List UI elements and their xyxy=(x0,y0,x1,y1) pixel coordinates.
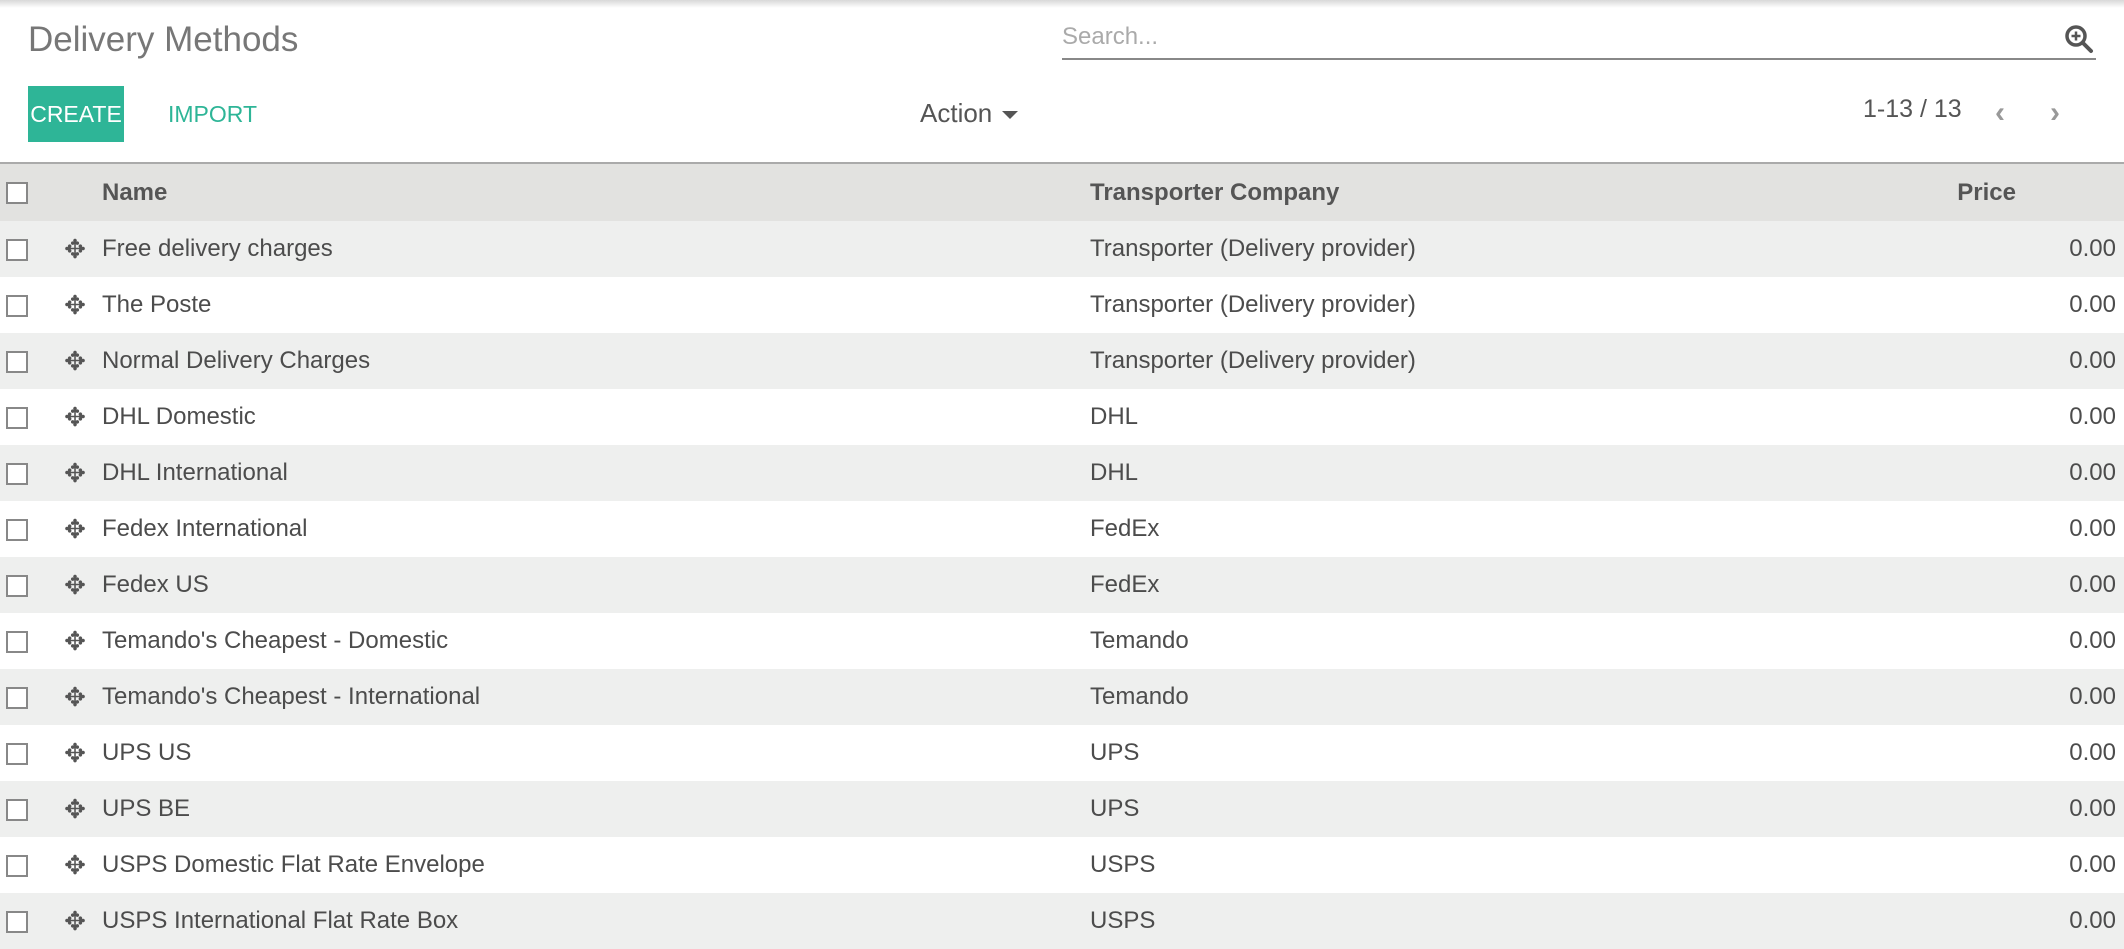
cell-name: The Poste xyxy=(102,291,212,318)
cell-company: FedEx xyxy=(1090,515,1160,542)
delivery-methods-table: Name Transporter Company Price ✥ Free de… xyxy=(0,162,2124,949)
row-checkbox[interactable] xyxy=(6,238,28,261)
table-row[interactable]: ✥ Fedex US FedEx 0.00 xyxy=(0,557,2124,613)
row-checkbox[interactable] xyxy=(6,686,28,709)
table-row[interactable]: ✥ Free delivery charges Transporter (Del… xyxy=(0,221,2124,277)
cell-price: 0.00 xyxy=(1774,333,2124,389)
action-label: Action xyxy=(920,98,993,128)
action-dropdown[interactable]: Action xyxy=(920,98,1019,129)
drag-handle-icon[interactable]: ✥ xyxy=(64,849,86,880)
cell-company: DHL xyxy=(1090,445,1775,501)
cell-company: UPS xyxy=(1090,739,1140,766)
page-title: Delivery Methods xyxy=(28,20,299,59)
cell-price: 0.00 xyxy=(1774,557,2124,613)
table-row[interactable]: ✥ USPS Domestic Flat Rate Envelope USPS … xyxy=(0,837,2124,893)
caret-down-icon xyxy=(1002,111,1019,120)
table-row[interactable]: ✥ Fedex International FedEx 0.00 xyxy=(0,501,2124,557)
cell-price: 0.00 xyxy=(2069,851,2116,878)
cell-price: 0.00 xyxy=(1774,445,2124,501)
row-checkbox[interactable] xyxy=(6,350,28,373)
cell-price: 0.00 xyxy=(2069,627,2116,654)
row-checkbox[interactable] xyxy=(6,406,28,429)
table-row[interactable]: ✥ DHL International DHL 0.00 xyxy=(0,445,2124,501)
row-checkbox[interactable] xyxy=(6,574,28,597)
cell-company: Temando xyxy=(1090,669,1775,725)
cell-name: DHL Domestic xyxy=(102,403,256,430)
drag-handle-icon[interactable]: ✥ xyxy=(48,893,102,949)
cell-price: 0.00 xyxy=(2069,403,2116,430)
drag-handle-icon[interactable]: ✥ xyxy=(48,221,102,277)
cell-name: Temando's Cheapest - International xyxy=(102,669,1090,725)
top-shadow xyxy=(0,0,2124,8)
row-checkbox[interactable] xyxy=(6,854,28,877)
cell-company: Temando xyxy=(1090,627,1189,654)
cell-company: FedEx xyxy=(1090,557,1775,613)
cell-company: USPS xyxy=(1090,893,1775,949)
cell-company: UPS xyxy=(1090,781,1775,837)
table-row[interactable]: ✥ Temando's Cheapest - International Tem… xyxy=(0,669,2124,725)
cell-name: Fedex US xyxy=(102,557,1090,613)
cell-company: DHL xyxy=(1090,403,1139,430)
cell-name: UPS US xyxy=(102,739,192,766)
search-bar xyxy=(1062,18,2096,60)
table-row[interactable]: ✥ UPS BE UPS 0.00 xyxy=(0,781,2124,837)
table-row[interactable]: ✥ UPS US UPS 0.00 xyxy=(0,725,2124,781)
table-row[interactable]: ✥ Normal Delivery Charges Transporter (D… xyxy=(0,333,2124,389)
row-checkbox[interactable] xyxy=(6,630,28,653)
header-company[interactable]: Transporter Company xyxy=(1090,163,1775,221)
header-name[interactable]: Name xyxy=(102,163,1090,221)
cell-price: 0.00 xyxy=(1774,669,2124,725)
cell-price: 0.00 xyxy=(2069,739,2116,766)
cell-name: Free delivery charges xyxy=(102,221,1090,277)
row-checkbox[interactable] xyxy=(6,294,28,317)
cell-price: 0.00 xyxy=(2069,291,2116,318)
cell-name: UPS BE xyxy=(102,781,1090,837)
cell-name: USPS International Flat Rate Box xyxy=(102,893,1090,949)
drag-handle-icon[interactable]: ✥ xyxy=(48,669,102,725)
row-checkbox[interactable] xyxy=(6,742,28,765)
cell-price: 0.00 xyxy=(1774,893,2124,949)
cell-name: Temando's Cheapest - Domestic xyxy=(102,627,449,654)
drag-handle-icon[interactable]: ✥ xyxy=(64,513,86,544)
cell-price: 0.00 xyxy=(1774,781,2124,837)
row-checkbox[interactable] xyxy=(6,462,28,485)
table-row[interactable]: ✥ DHL Domestic DHL 0.00 xyxy=(0,389,2124,445)
row-checkbox[interactable] xyxy=(6,910,28,933)
search-plus-icon[interactable] xyxy=(2064,24,2094,54)
create-button[interactable]: CREATE xyxy=(28,86,124,142)
cell-price: 0.00 xyxy=(2069,515,2116,542)
row-checkbox[interactable] xyxy=(6,798,28,821)
header-price[interactable]: Price xyxy=(1774,163,2124,221)
cell-name: DHL International xyxy=(102,445,1090,501)
drag-handle-icon[interactable]: ✥ xyxy=(48,557,102,613)
drag-handle-icon[interactable]: ✥ xyxy=(64,737,86,768)
cell-company: USPS xyxy=(1090,851,1156,878)
cell-name: Fedex International xyxy=(102,515,308,542)
select-all-checkbox[interactable] xyxy=(6,182,28,205)
pager-value: 1-13 / 13 xyxy=(1863,95,1962,123)
chevron-right-icon[interactable]: › xyxy=(2050,96,2060,129)
drag-handle-icon[interactable]: ✥ xyxy=(64,289,86,320)
drag-handle-icon[interactable]: ✥ xyxy=(64,625,86,656)
chevron-left-icon[interactable]: ‹ xyxy=(1995,96,2005,129)
cell-company: Transporter (Delivery provider) xyxy=(1090,333,1775,389)
import-button[interactable]: IMPORT xyxy=(168,86,257,142)
drag-handle-icon[interactable]: ✥ xyxy=(48,333,102,389)
cell-name: USPS Domestic Flat Rate Envelope xyxy=(102,851,485,878)
drag-handle-icon[interactable]: ✥ xyxy=(64,401,86,432)
cell-company: Transporter (Delivery provider) xyxy=(1090,291,1416,318)
drag-handle-icon[interactable]: ✥ xyxy=(48,781,102,837)
table-row[interactable]: ✥ Temando's Cheapest - Domestic Temando … xyxy=(0,613,2124,669)
cell-name: Normal Delivery Charges xyxy=(102,333,1090,389)
search-input[interactable] xyxy=(1062,18,2045,56)
table-header: Name Transporter Company Price xyxy=(0,163,2124,221)
cell-company: Transporter (Delivery provider) xyxy=(1090,221,1775,277)
table-row[interactable]: ✥ USPS International Flat Rate Box USPS … xyxy=(0,893,2124,949)
drag-handle-icon[interactable]: ✥ xyxy=(48,445,102,501)
cell-price: 0.00 xyxy=(1774,221,2124,277)
row-checkbox[interactable] xyxy=(6,518,28,541)
table-row[interactable]: ✥ The Poste Transporter (Delivery provid… xyxy=(0,277,2124,333)
